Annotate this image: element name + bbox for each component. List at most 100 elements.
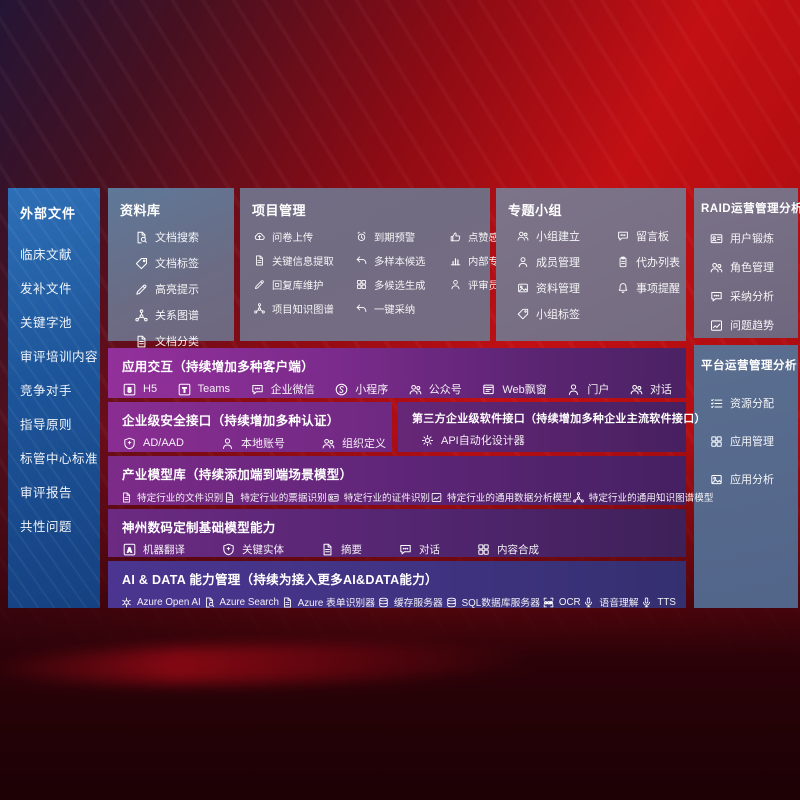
person-icon [566, 382, 581, 397]
sidebar-item[interactable]: 共性问题 [8, 517, 100, 538]
panel-item[interactable]: 项目知识图谱 [253, 301, 349, 316]
row-item[interactable]: 摘要 [320, 542, 362, 557]
panel-item[interactable]: 到期预警 [355, 229, 443, 244]
sidebar-item[interactable]: 审评报告 [8, 483, 100, 504]
item-label: Azure Open AI [137, 596, 201, 608]
row-item[interactable]: 语音理解 [582, 595, 639, 609]
row-item[interactable]: Azure Open AI [120, 596, 201, 609]
panel-item[interactable]: 关系图谱 [134, 307, 234, 323]
sidebar-item[interactable]: 关键字池 [8, 313, 100, 334]
panel-item[interactable]: 多候选生成 [355, 277, 443, 292]
row-item[interactable]: Azure 表单识别器 [281, 595, 375, 609]
panel-item[interactable]: 一键采纳 [355, 301, 443, 316]
platform-item-list: 资源分配 应用管理 应用分析 [694, 395, 798, 487]
row-item[interactable]: 缓存服务器 [377, 595, 443, 609]
panel-item[interactable]: 评审员画像 [449, 277, 530, 292]
row-item[interactable]: TTS [640, 596, 676, 609]
panel-item[interactable]: 事项提醒 [616, 280, 680, 296]
panel-item[interactable]: 成员管理 [516, 254, 608, 270]
item-label: Azure 表单识别器 [297, 598, 376, 609]
reply-icon [355, 254, 368, 267]
panel-item[interactable]: 小组标签 [516, 306, 608, 322]
row-item[interactable]: 本地账号 [220, 435, 285, 451]
panel-item[interactable]: 回复库维护 [253, 277, 349, 292]
trend-icon [709, 318, 724, 333]
sidebar-item[interactable]: 标管中心标准 [8, 449, 100, 470]
row-item[interactable]: 特定行业的通用知识图谱模型 [572, 490, 713, 504]
panel-item[interactable]: 高亮提示 [134, 281, 234, 297]
panel-item[interactable]: 应用分析 [709, 471, 798, 487]
row-item[interactable]: 对话 [629, 381, 672, 397]
panel-project-management: 项目管理 问卷上传 到期预警 点赞感谢 关键信息提取 多样本候选 [240, 188, 530, 341]
panel-item[interactable]: 角色管理 [709, 259, 798, 275]
row-item[interactable]: 内容合成 [476, 542, 539, 557]
sidebar-item[interactable]: 发补文件 [8, 279, 100, 300]
panel-topic-groups: 专题小组 小组建立 留言板 成员管理 代办列表 资料管理 [496, 188, 686, 341]
row-title: AI & DATA 能力管理（持续为接入更多AI&DATA能力） [122, 573, 438, 587]
panel-item[interactable]: 文档搜索 [134, 229, 234, 245]
row-item[interactable]: AD/AAD [122, 436, 184, 451]
window-icon [481, 382, 496, 397]
panel-item[interactable]: 问卷上传 [253, 229, 349, 244]
row-item[interactable]: Azure Search [203, 596, 279, 609]
reply-icon [355, 302, 368, 315]
translate-icon [122, 542, 137, 557]
image-icon [516, 281, 530, 295]
row-item[interactable]: OCR [542, 596, 581, 609]
row-item[interactable]: 门户 [566, 381, 609, 397]
panel-item[interactable]: 小组建立 [516, 228, 608, 244]
panel-item[interactable]: 留言板 [616, 228, 680, 244]
row-item[interactable]: H5 [122, 382, 157, 397]
row-item[interactable]: 特定行业的通用数据分析模型 [430, 490, 572, 504]
row-item[interactable]: API自动化设计器 [420, 432, 525, 448]
panel-item[interactable]: 资料管理 [516, 280, 608, 296]
panel-item[interactable]: 文档分类 [134, 333, 234, 349]
item-label: 小程序 [355, 384, 389, 396]
sidebar-item[interactable]: 审评培训内容 [8, 347, 100, 368]
item-label: 对话 [649, 384, 672, 396]
list-icon [709, 396, 724, 411]
people-icon [408, 382, 423, 397]
item-label: 评审员画像 [468, 281, 520, 292]
row-item[interactable]: 企业微信 [250, 381, 315, 397]
row-item[interactable]: 特定行业的证件识别 [327, 490, 430, 504]
pencil-icon [134, 282, 149, 297]
chat-icon [616, 229, 630, 243]
row-industry-model-library: 产业模型库（持续添加端到端场景模型） 特定行业的文件识别 特定行业的票据识别 特… [108, 456, 713, 505]
panel-item[interactable]: 点赞感谢 [449, 229, 530, 244]
panel-item[interactable]: 多样本候选 [355, 253, 443, 268]
row-item[interactable]: SQL数据库服务器 [445, 595, 540, 609]
people-icon [516, 229, 530, 243]
row-item[interactable]: Teams [177, 382, 230, 397]
row-item[interactable]: 机器翻译 [122, 542, 185, 557]
sidebar-item[interactable]: 指导原则 [8, 415, 100, 436]
row-item[interactable]: Web飘窗 [481, 381, 547, 397]
item-label: 特定行业的文件识别 [137, 493, 224, 504]
alarm-icon [355, 230, 368, 243]
row-item[interactable]: 对话 [398, 542, 440, 557]
panel-item[interactable]: 代办列表 [616, 254, 680, 270]
panel-item[interactable]: 关键信息提取 [253, 253, 349, 268]
sidebar-external-files: 外部文件 临床文献 发补文件 关键字池 审评培训内容 竞争对手 指导原则 标管中… [8, 188, 100, 608]
row-item[interactable]: 关键实体 [221, 542, 284, 557]
row-ai-data-capability-management: AI & DATA 能力管理（持续为接入更多AI&DATA能力） Azure O… [108, 561, 686, 609]
item-label: 语音理解 [599, 598, 639, 609]
panel-item[interactable]: 文档标签 [134, 255, 234, 271]
sidebar-item[interactable]: 竞争对手 [8, 381, 100, 402]
sidebar-item-label: 临床文献 [20, 248, 73, 262]
row-item[interactable]: 公众号 [408, 381, 462, 397]
row-item[interactable]: 组织定义 [321, 435, 386, 451]
panel-item[interactable]: 应用管理 [709, 433, 798, 449]
row-item[interactable]: 小程序 [334, 381, 388, 397]
panel-item[interactable]: 资源分配 [709, 395, 798, 411]
panel-item[interactable]: 采纳分析 [709, 288, 798, 304]
library-item-list: 文档搜索 文档标签 高亮提示 关系图谱 文档分类 [108, 229, 234, 349]
row-item[interactable]: 特定行业的文件识别 [120, 490, 223, 504]
item-label: AD/AAD [143, 437, 184, 449]
panel-item[interactable]: 用户锻炼 [709, 230, 798, 246]
item-label: 本地账号 [240, 438, 285, 450]
panel-item[interactable]: 问题趋势 [709, 317, 798, 333]
item-label: 用户锻炼 [730, 233, 774, 245]
row-item[interactable]: 特定行业的票据识别 [223, 490, 327, 504]
sidebar-item[interactable]: 临床文献 [8, 245, 100, 266]
